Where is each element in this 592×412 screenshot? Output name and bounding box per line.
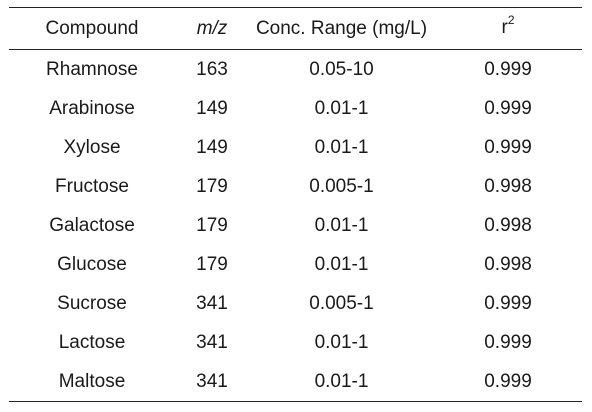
cell-conc-range: 0.005-1 [309,293,374,314]
header-mz: m/z [196,17,228,39]
table-row: Lactose 341 0.01-1 0.999 [9,323,582,362]
header-r-base: r [501,17,508,38]
cell-conc-range: 0.01-1 [314,371,369,392]
table-row: Galactose 179 0.01-1 0.998 [9,206,582,245]
cell-r-squared: 0.999 [484,98,532,119]
cell-mz: 179 [196,215,228,236]
cell-r-squared: 0.999 [484,371,532,392]
cell-conc-range: 0.01-1 [314,98,369,119]
cell-compound: Arabinose [49,98,135,119]
header-row: Compound m/z Conc. Range (mg/L) r2 [9,7,582,50]
cell-mz: 341 [196,371,228,392]
cell-compound: Galactose [49,215,135,236]
cell-conc-range: 0.05-10 [309,59,374,80]
cell-r-squared: 0.998 [484,254,532,275]
cell-conc-range: 0.01-1 [314,332,369,353]
cell-r-squared: 0.999 [484,137,532,158]
cell-r-squared: 0.998 [484,215,532,236]
table-header: Compound m/z Conc. Range (mg/L) r2 [9,7,582,50]
table-row: Sucrose 341 0.005-1 0.999 [9,284,582,323]
cell-compound: Sucrose [57,293,127,314]
calibration-table-container: Compound m/z Conc. Range (mg/L) r2 Rhamn… [9,7,582,402]
cell-mz: 149 [196,98,228,119]
table-row: Rhamnose 163 0.05-10 0.999 [9,50,582,90]
table-row: Maltose 341 0.01-1 0.999 [9,362,582,402]
table-row: Arabinose 149 0.01-1 0.999 [9,89,582,128]
table-row: Xylose 149 0.01-1 0.999 [9,128,582,167]
table-row: Fructose 179 0.005-1 0.998 [9,167,582,206]
cell-mz: 179 [196,254,228,275]
table-row: Glucose 179 0.01-1 0.998 [9,245,582,284]
calibration-table: Compound m/z Conc. Range (mg/L) r2 Rhamn… [9,7,582,402]
cell-mz: 341 [196,332,228,353]
cell-conc-range: 0.01-1 [314,215,369,236]
header-r-superscript: 2 [507,13,515,27]
cell-mz: 179 [196,176,228,197]
cell-compound: Fructose [55,176,129,197]
header-conc-range: Conc. Range (mg/L) [255,17,428,39]
cell-mz: 163 [196,59,228,80]
cell-r-squared: 0.999 [484,59,532,80]
cell-compound: Lactose [58,332,126,353]
header-compound: Compound [45,17,139,39]
cell-compound: Maltose [58,371,126,392]
cell-r-squared: 0.999 [484,293,532,314]
table-body: Rhamnose 163 0.05-10 0.999 Arabinose 149… [9,50,582,402]
cell-mz: 149 [196,137,228,158]
cell-compound: Xylose [63,137,121,158]
cell-compound: Rhamnose [46,59,138,80]
cell-conc-range: 0.01-1 [314,137,369,158]
cell-conc-range: 0.005-1 [309,176,374,197]
cell-r-squared: 0.998 [484,176,532,197]
header-r-squared: r2 [434,8,582,50]
cell-compound: Glucose [57,254,127,275]
cell-r-squared: 0.999 [484,332,532,353]
cell-conc-range: 0.01-1 [314,254,369,275]
cell-mz: 341 [196,293,228,314]
